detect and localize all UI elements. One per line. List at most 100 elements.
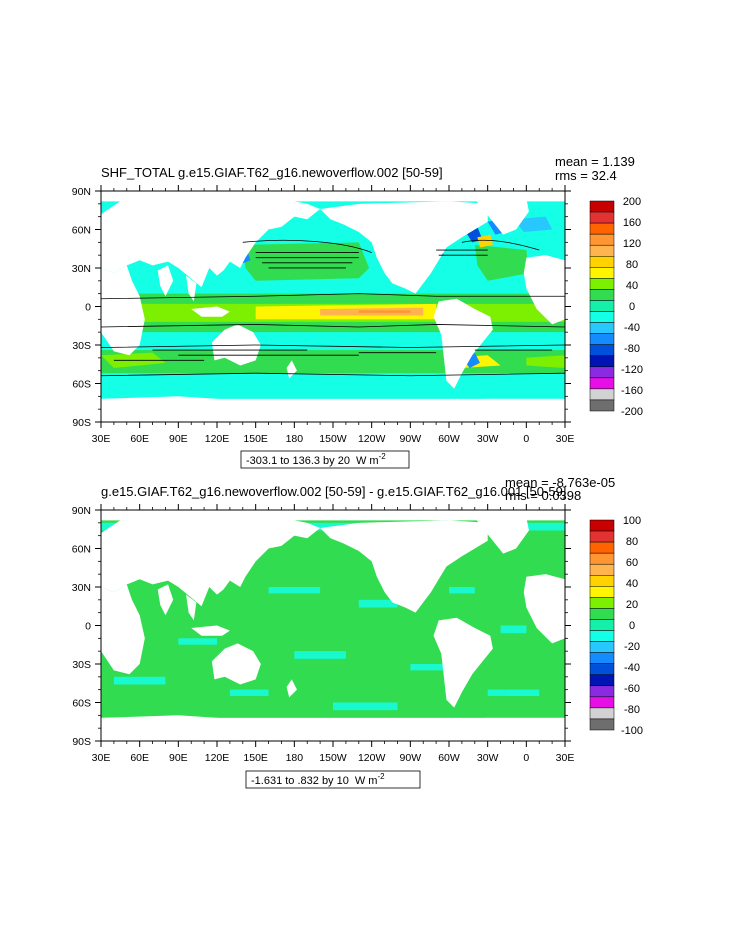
x-tick-label: 150W xyxy=(319,752,347,764)
y-tick-label: 90S xyxy=(72,417,91,429)
x-tick-label: 90E xyxy=(169,433,188,445)
colorbar-swatch xyxy=(589,630,615,642)
colorbar-swatch xyxy=(589,652,615,664)
colorbar-swatch xyxy=(589,344,615,356)
colorbar-swatch xyxy=(589,377,615,390)
y-tick-label: 30S xyxy=(72,340,91,352)
colorbar-swatch xyxy=(589,541,615,554)
panel-1-field xyxy=(100,191,566,422)
colorbar-label: 0 xyxy=(629,301,635,313)
colorbar-label: -80 xyxy=(624,704,640,716)
colorbar-label: 80 xyxy=(626,259,638,271)
x-tick-label: 180 xyxy=(286,752,304,764)
colorbar-swatch xyxy=(589,663,615,675)
colorbar-label: 100 xyxy=(623,515,641,527)
x-tick-label: 60W xyxy=(438,752,460,764)
colorbar-swatch xyxy=(589,200,615,213)
y-tick-label: 60N xyxy=(72,225,91,237)
y-tick-label: 90N xyxy=(72,186,91,198)
colorbar-swatch xyxy=(589,685,615,698)
x-tick-label: 0 xyxy=(523,752,529,764)
x-tick-label: 120W xyxy=(358,433,386,445)
panel-2-axis-ticks: 30E 60E 90E 120E 150E 180 150W 120W 90W 60W 30W 0 30… xyxy=(72,504,574,764)
y-tick-label: 90S xyxy=(72,736,91,748)
colorbar-swatch xyxy=(589,718,615,731)
colorbar-swatch xyxy=(589,355,615,368)
x-tick-label: 150E xyxy=(243,752,268,764)
y-tick-label: 90N xyxy=(72,505,91,517)
colorbar-swatch xyxy=(589,674,615,687)
x-tick-label: 120W xyxy=(358,752,386,764)
panel-2-field xyxy=(101,510,566,741)
panel-2-mean: mean = -8.763e-05 xyxy=(505,475,615,490)
y-tick-label: 30N xyxy=(72,582,91,594)
y-tick-label: 60S xyxy=(72,379,91,391)
colorbar-label: 80 xyxy=(626,536,638,548)
colorbar-swatch xyxy=(589,211,615,224)
y-tick-label: 60S xyxy=(72,698,91,710)
x-tick-label: 90W xyxy=(400,433,422,445)
colorbar-label: -100 xyxy=(621,725,643,737)
y-tick-label: 0 xyxy=(85,621,91,633)
colorbar-label: 120 xyxy=(623,238,641,250)
panel-1-range-box xyxy=(240,450,410,469)
panel-2-colorbar: 100 80 60 40 20 0 -20 -40 -60 -80 -100 xyxy=(589,515,643,737)
x-tick-label: 30E xyxy=(92,752,111,764)
colorbar-swatch xyxy=(589,333,615,345)
colorbar-swatch xyxy=(589,696,615,709)
colorbar-label: 160 xyxy=(623,217,641,229)
x-tick-label: 60W xyxy=(438,433,460,445)
x-tick-label: 90E xyxy=(169,752,188,764)
panel-1: SHF_TOTAL g.e15.GIAF.T62_g16.newoverflow… xyxy=(72,154,643,469)
x-tick-label: 30E xyxy=(556,433,575,445)
colorbar-swatch xyxy=(589,641,615,653)
x-tick-label: 150E xyxy=(243,433,268,445)
colorbar-label: 0 xyxy=(629,620,635,632)
panel-1-mean: mean = 1.139 xyxy=(555,154,635,169)
colorbar-label: -40 xyxy=(624,322,640,334)
colorbar-label: -120 xyxy=(621,364,643,376)
colorbar-swatch xyxy=(589,222,615,235)
colorbar-swatch xyxy=(589,619,615,631)
colorbar-swatch xyxy=(589,399,615,412)
colorbar-swatch xyxy=(589,322,615,334)
colorbar-label: -160 xyxy=(621,385,643,397)
colorbar-swatch xyxy=(589,278,615,290)
colorbar-swatch xyxy=(589,300,615,312)
colorbar-label: -80 xyxy=(624,343,640,355)
colorbar-label: -40 xyxy=(624,662,640,674)
panel-2-title: g.e15.GIAF.T62_g16.newoverflow.002 [50-5… xyxy=(101,484,566,499)
colorbar-swatch xyxy=(589,366,615,379)
colorbar-label: -200 xyxy=(621,406,643,418)
x-tick-label: 120E xyxy=(205,433,230,445)
colorbar-label: -60 xyxy=(624,683,640,695)
panel-1-rms: rms = 32.4 xyxy=(555,168,617,183)
colorbar-swatch xyxy=(589,519,615,532)
panel-1-range-label: -303.1 to 136.3 by 20 W m-2 xyxy=(246,452,386,467)
colorbar-swatch xyxy=(589,289,615,301)
colorbar-swatch xyxy=(589,608,615,620)
y-tick-label: 0 xyxy=(85,302,91,314)
colorbar-swatch xyxy=(589,267,615,279)
x-tick-label: 120E xyxy=(205,752,230,764)
y-tick-label: 60N xyxy=(72,544,91,556)
colorbar-label: 20 xyxy=(626,599,638,611)
panel-1-title: SHF_TOTAL g.e15.GIAF.T62_g16.newoverflow… xyxy=(101,165,443,180)
colorbar-swatch xyxy=(589,244,615,257)
y-tick-label: 30N xyxy=(72,263,91,275)
colorbar-label: 40 xyxy=(626,280,638,292)
x-tick-label: 180 xyxy=(286,433,304,445)
colorbar-swatch xyxy=(589,530,615,543)
colorbar-swatch xyxy=(589,707,615,720)
colorbar-label: 60 xyxy=(626,557,638,569)
panel-2: g.e15.GIAF.T62_g16.newoverflow.002 [50-5… xyxy=(72,475,643,789)
x-tick-label: 60E xyxy=(130,433,149,445)
colorbar-label: 200 xyxy=(623,196,641,208)
colorbar-swatch xyxy=(589,563,615,576)
colorbar-label: -20 xyxy=(624,641,640,653)
colorbar-swatch xyxy=(589,552,615,565)
colorbar-swatch xyxy=(589,256,615,268)
colorbar-swatch xyxy=(589,311,615,323)
x-tick-label: 60E xyxy=(130,752,149,764)
